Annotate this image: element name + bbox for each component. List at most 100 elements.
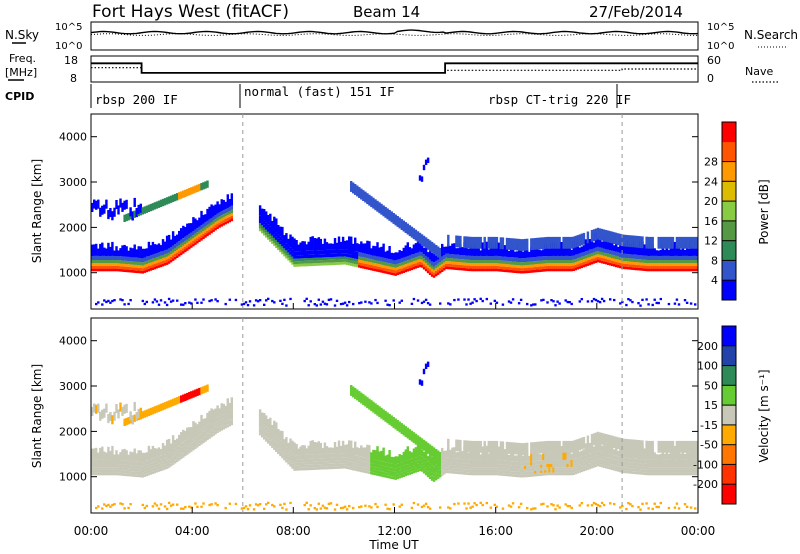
power-cell bbox=[287, 249, 290, 253]
power-cell bbox=[588, 239, 592, 250]
power-cell bbox=[566, 268, 569, 272]
power-cell bbox=[685, 236, 689, 249]
velocity-cell bbox=[422, 451, 426, 459]
velocity-cell bbox=[687, 472, 691, 476]
power-cell bbox=[548, 263, 551, 266]
velocity-cell bbox=[406, 467, 410, 471]
power-cell bbox=[374, 263, 377, 266]
velocity-cell bbox=[659, 459, 663, 464]
power-cell bbox=[204, 232, 207, 235]
power-cell bbox=[218, 204, 221, 213]
velocity-cell bbox=[358, 456, 361, 461]
power-cell bbox=[594, 298, 598, 302]
power-cell bbox=[246, 304, 250, 307]
power-cell bbox=[325, 254, 329, 258]
velocity-cell bbox=[558, 506, 561, 509]
power-cell bbox=[107, 260, 110, 264]
velocity-cell bbox=[592, 462, 596, 465]
power-cell bbox=[663, 265, 667, 269]
velocity-cell bbox=[384, 503, 387, 506]
velocity-cell bbox=[127, 417, 130, 425]
velocity-cell bbox=[430, 465, 434, 470]
velocity-cell bbox=[592, 501, 596, 505]
power-cell bbox=[592, 258, 596, 261]
power-cell bbox=[226, 215, 230, 218]
power-cell bbox=[604, 253, 608, 257]
velocity-cell bbox=[548, 469, 551, 473]
power-cell bbox=[629, 299, 632, 302]
power-cell bbox=[416, 256, 420, 260]
power-cell bbox=[596, 254, 600, 257]
power-cell bbox=[386, 271, 389, 275]
power-cell bbox=[675, 263, 679, 266]
power-cell bbox=[428, 240, 432, 252]
velocity-cell bbox=[507, 461, 511, 466]
power-cell bbox=[418, 175, 422, 181]
power-cell bbox=[479, 263, 482, 266]
power-cell bbox=[321, 250, 325, 255]
velocity-cell bbox=[285, 508, 288, 511]
power-cell bbox=[374, 255, 377, 260]
velocity-cell bbox=[131, 468, 134, 472]
velocity-cell bbox=[204, 430, 207, 434]
velocity-cell bbox=[441, 447, 444, 461]
velocity-cell bbox=[651, 459, 654, 464]
velocity-cell bbox=[362, 464, 365, 468]
velocity-cell bbox=[625, 447, 628, 458]
velocity-cell bbox=[147, 464, 151, 468]
power-cell bbox=[669, 265, 673, 269]
power-cell bbox=[163, 254, 167, 258]
power-cell bbox=[214, 219, 217, 223]
power-cell bbox=[530, 238, 533, 251]
power-cell bbox=[435, 273, 438, 277]
power-cell bbox=[489, 260, 493, 264]
power-cell bbox=[445, 260, 448, 264]
power-cell bbox=[196, 220, 199, 229]
velocity-cell bbox=[192, 390, 195, 398]
velocity-cell bbox=[111, 467, 114, 470]
power-cell bbox=[451, 261, 454, 265]
velocity-cell bbox=[609, 461, 612, 465]
power-cell bbox=[475, 299, 478, 303]
power-cell bbox=[343, 301, 347, 304]
power-cell bbox=[261, 222, 264, 226]
power-cell bbox=[475, 260, 478, 264]
power-cell bbox=[414, 229, 418, 241]
velocity-cell bbox=[210, 429, 213, 432]
velocity-cell bbox=[495, 467, 499, 470]
power-cell bbox=[248, 300, 252, 303]
power-cell bbox=[392, 299, 395, 302]
power-cell bbox=[293, 238, 296, 252]
velocity-cell bbox=[629, 468, 632, 471]
power-cell bbox=[447, 263, 450, 267]
velocity-cell bbox=[430, 469, 434, 473]
power-cell bbox=[202, 233, 205, 237]
velocity-cell bbox=[467, 502, 470, 505]
power-cell bbox=[212, 220, 215, 224]
velocity-cell bbox=[210, 421, 213, 426]
power-cell bbox=[633, 241, 636, 255]
power-cell bbox=[479, 250, 482, 256]
power-cell bbox=[382, 270, 385, 274]
power-cell bbox=[325, 257, 329, 260]
power-cell bbox=[329, 262, 333, 266]
velocity-cell bbox=[105, 472, 108, 476]
velocity-cell bbox=[283, 439, 286, 445]
power-cell bbox=[267, 231, 270, 235]
velocity-cell bbox=[471, 467, 474, 470]
velocity-cell bbox=[208, 503, 211, 507]
power-cell bbox=[107, 299, 110, 303]
power-cell bbox=[609, 257, 612, 261]
velocity-cell bbox=[615, 465, 618, 469]
velocity-cell bbox=[176, 503, 179, 506]
power-cell bbox=[526, 249, 529, 258]
power-cell bbox=[625, 263, 628, 267]
velocity-cell bbox=[299, 467, 302, 471]
velocity-cell bbox=[123, 467, 126, 471]
velocity-cell bbox=[465, 445, 468, 460]
power-cell bbox=[617, 233, 620, 246]
velocity-cell bbox=[683, 472, 687, 476]
velocity-cell bbox=[267, 428, 270, 433]
power-cell bbox=[169, 239, 173, 247]
power-cell bbox=[420, 256, 424, 260]
